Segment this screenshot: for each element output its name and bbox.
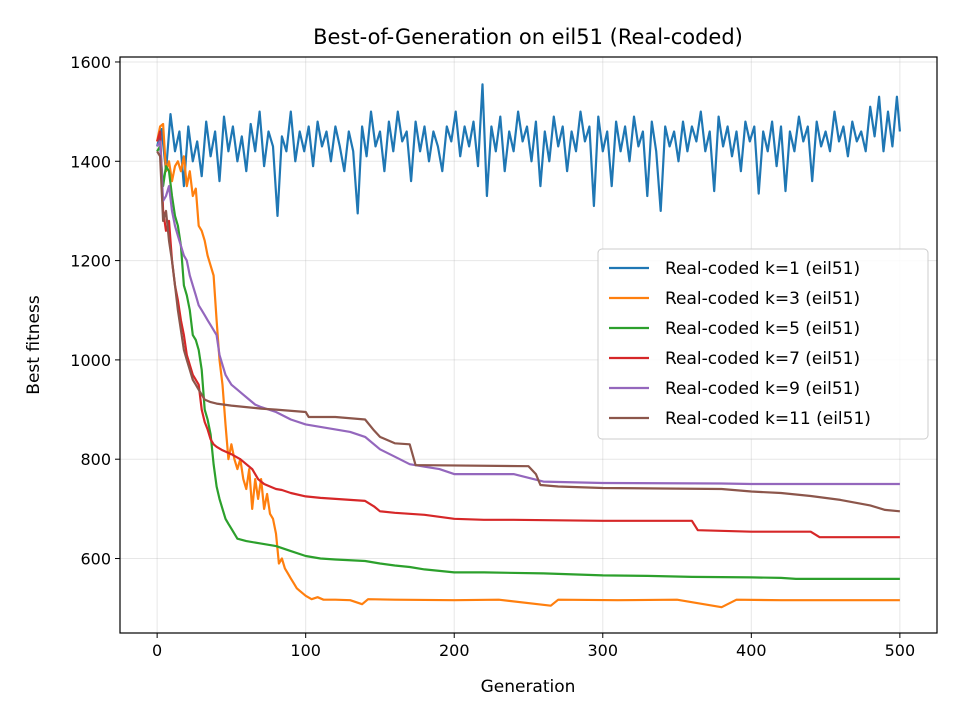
y-tick-label: 800 xyxy=(80,450,111,469)
x-tick-label: 100 xyxy=(290,641,321,660)
legend-label: Real-coded k=1 (eil51) xyxy=(665,259,860,279)
y-axis-label: Best fitness xyxy=(24,295,44,395)
series-line-k11 xyxy=(156,150,901,513)
y-tick-label: 1000 xyxy=(70,351,111,370)
legend-label: Real-coded k=7 (eil51) xyxy=(665,349,860,369)
legend-label: Real-coded k=9 (eil51) xyxy=(665,379,860,399)
series-line-k7 xyxy=(156,130,900,539)
y-tick-label: 600 xyxy=(80,550,111,569)
series-line-k3 xyxy=(156,122,900,609)
y-tick-label: 1200 xyxy=(70,252,111,271)
legend-label: Real-coded k=11 (eil51) xyxy=(665,409,871,429)
x-axis-label: Generation xyxy=(481,677,576,697)
series-layer xyxy=(156,83,901,609)
legend-label: Real-coded k=3 (eil51) xyxy=(665,289,860,309)
y-tick-label: 1600 xyxy=(70,53,111,72)
plot-frame xyxy=(119,56,938,634)
legend: Real-coded k=1 (eil51) Real-coded k=3 (ei… xyxy=(597,248,929,440)
x-tick-label: 200 xyxy=(439,641,470,660)
chart-title: Best-of-Generation on eil51 (Real-coded) xyxy=(313,25,743,49)
y-tick-label: 1400 xyxy=(70,152,111,171)
series-line-k1 xyxy=(156,83,901,217)
series-line-k5 xyxy=(156,145,900,580)
axis-ticks: 0 100 200 300 400 500 600 800 1000 1200 1400 1600 xyxy=(70,53,915,660)
x-tick-label: 0 xyxy=(152,641,162,660)
legend-box xyxy=(597,248,929,440)
x-tick-label: 400 xyxy=(736,641,767,660)
x-tick-label: 500 xyxy=(885,641,916,660)
legend-label: Real-coded k=5 (eil51) xyxy=(665,319,860,339)
x-tick-label: 300 xyxy=(587,641,618,660)
